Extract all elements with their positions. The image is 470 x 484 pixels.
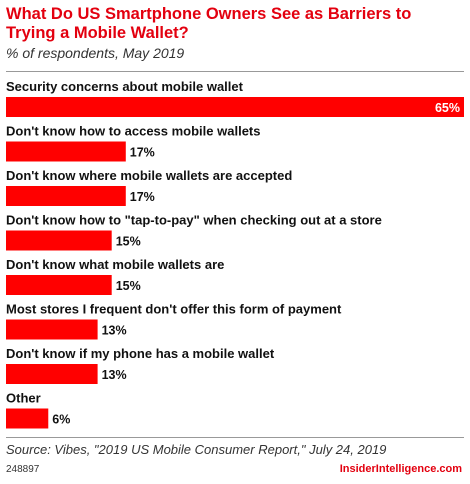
value-label: 15% — [116, 279, 141, 293]
bar — [6, 230, 112, 251]
category-label: Don't know if my phone has a mobile wall… — [6, 346, 275, 361]
category-label: Don't know where mobile wallets are acce… — [6, 168, 292, 183]
category-label: Don't know what mobile wallets are — [6, 257, 224, 272]
bar — [6, 408, 49, 429]
category-label: Security concerns about mobile wallet — [6, 79, 244, 94]
value-label: 15% — [116, 235, 141, 249]
bar — [6, 364, 98, 384]
value-label: 13% — [102, 324, 127, 338]
bar — [6, 141, 126, 162]
value-label: 13% — [102, 368, 127, 382]
chart-id: 248897 — [6, 464, 40, 475]
bar — [6, 275, 112, 295]
bar-chart: Security concerns about mobile wallet 65%… — [6, 79, 464, 429]
value-label: 65% — [435, 101, 460, 115]
top-divider — [6, 71, 464, 72]
category-label: Other — [6, 391, 41, 406]
bar — [6, 97, 464, 117]
source-note: Source: Vibes, "2019 US Mobile Consumer … — [6, 442, 387, 457]
chart-title: What Do US Smartphone Owners See as Barr… — [6, 5, 412, 42]
category-label: Don't know how to access mobile wallets — [6, 124, 260, 139]
category-label: Most stores I frequent don't offer this … — [6, 302, 342, 317]
bar — [6, 186, 126, 206]
value-label: 17% — [130, 190, 155, 204]
brand-logo: InsiderIntelligence.com — [339, 463, 462, 475]
value-label: 6% — [52, 413, 70, 427]
bottom-divider — [6, 437, 464, 438]
chart-subtitle: % of respondents, May 2019 — [6, 45, 185, 61]
bar — [6, 319, 98, 340]
category-label: Don't know how to "tap-to-pay" when chec… — [6, 213, 382, 228]
value-label: 17% — [130, 146, 155, 160]
